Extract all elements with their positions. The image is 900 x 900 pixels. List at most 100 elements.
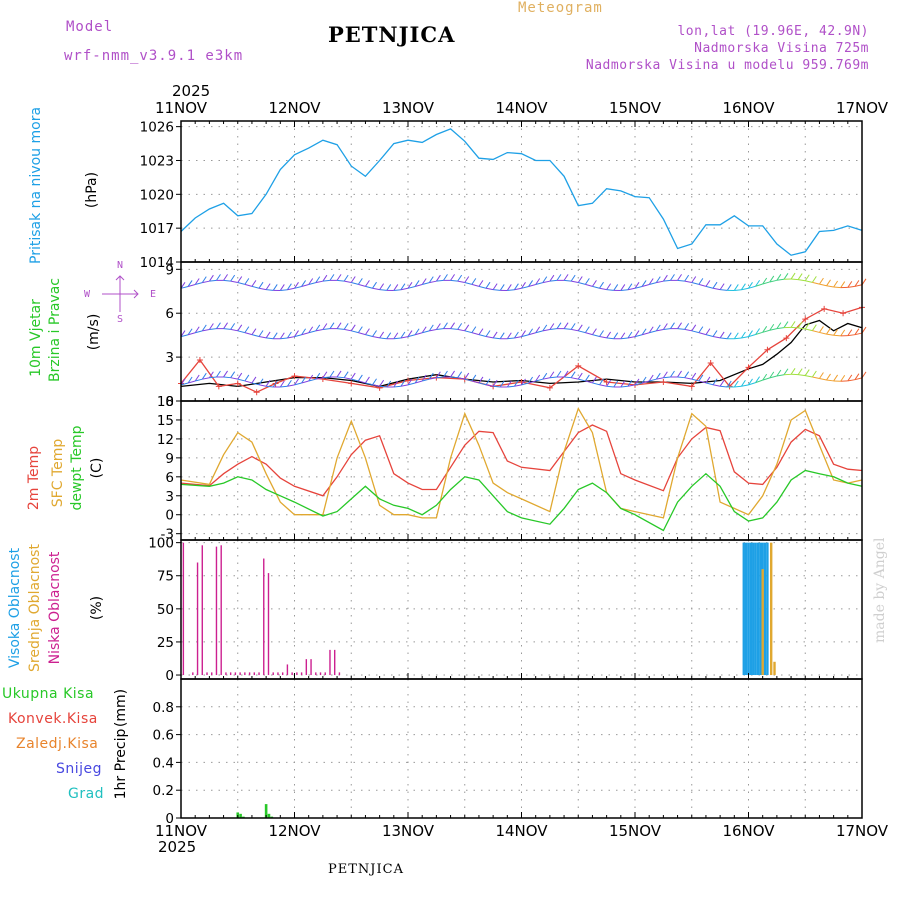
wind-barb-shaft	[478, 334, 487, 337]
wind-barb-shaft	[528, 283, 536, 287]
wind-barb-shaft	[627, 384, 636, 387]
wind-barb-feather	[677, 274, 682, 281]
wind-barb-shaft	[351, 330, 359, 334]
wind-barb-shaft	[187, 283, 196, 287]
wind-barb-shaft	[705, 334, 714, 337]
wind-barb-feather	[641, 376, 647, 384]
wind-barb-shaft	[599, 384, 607, 387]
wind-barb-feather	[443, 322, 448, 329]
wind-barb-feather	[485, 378, 491, 386]
wind-barb-shaft	[776, 327, 785, 330]
wind-barb-shaft	[769, 328, 777, 331]
bar-niska-oblacnost	[211, 672, 213, 676]
wind-barb-shaft	[414, 380, 423, 384]
wind-barb-feather	[414, 328, 420, 336]
wind-barb-shaft	[180, 285, 189, 289]
wind-barb-shaft	[251, 382, 260, 386]
wind-barb-feather	[272, 380, 278, 388]
wind-barb-feather	[662, 371, 668, 379]
wind-barb-shaft	[762, 329, 770, 333]
wind-barb-feather	[343, 323, 349, 330]
series-pritisak	[180, 128, 863, 256]
wind-barb-feather	[315, 276, 321, 283]
wind-barb-shaft	[620, 385, 628, 388]
bar-niska-oblacnost	[234, 672, 237, 676]
wind-barb-shaft	[812, 376, 820, 380]
wind-barb-feather	[201, 324, 207, 332]
wind-barb-shaft	[698, 283, 707, 287]
wind-barb-shaft	[592, 382, 600, 386]
wind-barb-feather	[400, 283, 406, 290]
x-tick-label-bottom: 17NOV	[836, 822, 889, 840]
wind-barb-shaft	[634, 285, 643, 289]
wind-barb-shaft	[379, 337, 387, 340]
wind-barb-feather	[350, 324, 356, 332]
wind-barb-feather	[684, 323, 690, 330]
wind-barb-shaft	[507, 337, 515, 340]
wind-barb-shaft	[549, 328, 558, 330]
wind-barb-feather	[719, 331, 725, 339]
wind-barb-feather	[819, 326, 824, 333]
wind-barb-feather	[244, 374, 250, 382]
wind-barb-feather	[606, 379, 612, 387]
wind-barb-shaft	[493, 337, 501, 340]
wind-barb-shaft	[344, 377, 352, 380]
wind-barb-shaft	[315, 280, 323, 284]
wind-barb-shaft	[691, 330, 699, 334]
wind-barb-shaft	[826, 379, 834, 382]
wind-barb-feather	[634, 282, 640, 289]
y-tick-label: 3	[165, 350, 174, 366]
y-tick-label: 6	[165, 306, 174, 322]
wind-barb-shaft	[337, 376, 345, 379]
wind-barb-feather	[379, 379, 385, 387]
wind-barb-feather	[684, 274, 690, 282]
wind-barb-shaft	[436, 376, 444, 379]
wind-barb-shaft	[280, 385, 288, 388]
wind-barb-feather	[322, 323, 328, 330]
wind-barb-shaft	[684, 328, 692, 332]
wind-barb-shaft	[677, 376, 685, 379]
wind-barb-feather	[698, 374, 704, 382]
wind-barb-shaft	[705, 285, 714, 289]
wind-barb-feather	[329, 322, 335, 329]
wind-barb-shaft	[287, 287, 295, 291]
wind-barb-shaft	[741, 384, 749, 387]
wind-barb-feather	[677, 322, 682, 329]
wind-barb-feather	[414, 280, 420, 287]
wind-barb-feather	[372, 378, 377, 386]
bar-niska-oblacnost	[225, 672, 227, 676]
bar-niska-oblacnost	[329, 649, 331, 676]
wind-barb-feather	[726, 284, 732, 291]
wind-barb-feather	[492, 331, 498, 339]
legend-snijeg: Snijeg	[56, 761, 103, 777]
wind-barb-feather	[414, 376, 420, 384]
gust-marker	[764, 346, 771, 353]
x-tick-label-top: 16NOV	[722, 99, 775, 117]
wind-barb-feather	[606, 331, 612, 339]
meteogram-label: Meteogram	[518, 0, 603, 16]
y-tick-label: -3	[161, 527, 174, 543]
wind-barb-shaft	[266, 289, 274, 291]
wind-barb-feather	[549, 371, 555, 379]
bar-niska-oblacnost	[192, 672, 194, 676]
wind-barb-feather	[301, 280, 307, 287]
wind-barb-feather	[684, 371, 690, 378]
compass-w: W	[84, 289, 91, 300]
wind-barb-feather	[797, 321, 803, 329]
wind-barb-feather	[641, 328, 647, 336]
wind-barb-shaft	[606, 337, 614, 340]
wind-barb-feather	[464, 372, 470, 380]
wind-barb-feather	[847, 329, 853, 336]
wind-barb-shaft	[691, 282, 699, 285]
wind-barb-shaft	[308, 282, 316, 285]
wind-barb-shaft	[195, 378, 203, 382]
wind-barb-shaft	[549, 376, 558, 379]
bar-niska-oblacnost	[263, 558, 265, 676]
wind-barb-feather	[627, 331, 633, 339]
wind-barb-shaft	[436, 328, 444, 330]
wind-barb-shaft	[422, 282, 430, 285]
wind-barb-shaft	[847, 379, 855, 382]
wind-barb-shaft	[507, 289, 515, 291]
wind-barb-shaft	[223, 328, 231, 330]
gust-marker	[603, 378, 610, 385]
